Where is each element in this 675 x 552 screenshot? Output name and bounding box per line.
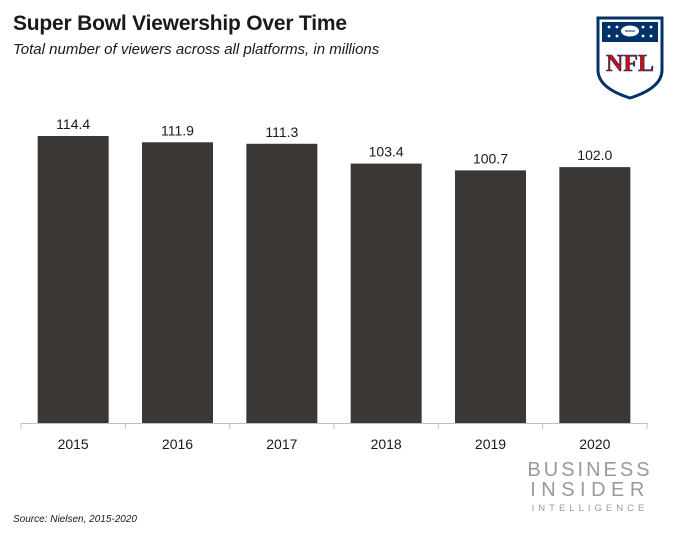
data-label-2019: 100.7 [473,150,508,166]
data-label-2015: 114.4 [56,116,90,132]
data-label-2018: 103.4 [369,144,404,160]
source-note: Source: Nielsen, 2015-2020 [13,514,137,525]
business-insider-logo-line1: BUSINESS [527,459,653,481]
x-tick-label-2017: 2017 [266,436,297,452]
x-tick-label-2016: 2016 [162,436,193,452]
bar-2020 [559,167,631,423]
bar-2018 [350,163,422,423]
nfl-logo-text: NFL [606,51,654,77]
bar-2015 [37,136,109,423]
x-tick-label-2020: 2020 [579,436,610,452]
x-tick-label-2018: 2018 [371,436,402,452]
data-label-2020: 102.0 [577,147,612,163]
bar-2016 [142,142,213,423]
data-label-2016: 111.9 [161,122,194,138]
bar-2017 [246,143,318,423]
data-label-2017: 111.3 [265,124,298,140]
business-insider-logo: BUSINESS INSIDER INTELLIGENCE [520,460,660,516]
nfl-logo: NFL [596,16,664,100]
business-insider-logo-line2: INSIDER [530,479,650,501]
bar-2019 [455,170,526,423]
chart-title: Super Bowl Viewership Over Time [13,12,347,35]
business-insider-logo-line3: INTELLIGENCE [531,503,649,514]
x-tick-label-2019: 2019 [475,436,506,452]
x-tick-label-2015: 2015 [58,436,89,452]
chart-subtitle: Total number of viewers across all platf… [13,41,380,58]
